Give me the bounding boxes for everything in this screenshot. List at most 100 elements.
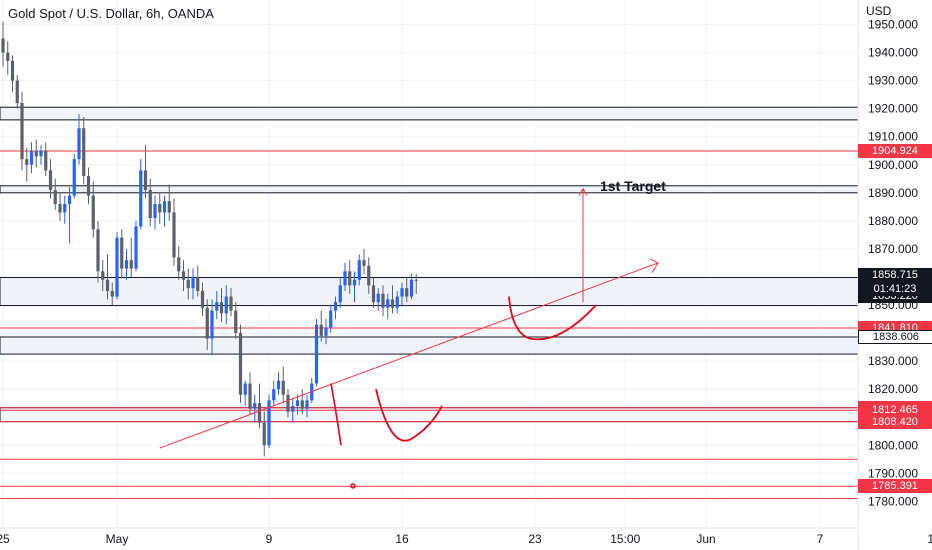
candle-body bbox=[120, 237, 124, 269]
candle-body bbox=[210, 310, 214, 339]
candle-body bbox=[395, 296, 399, 308]
candle-body bbox=[67, 195, 72, 205]
x-tick-label: 13 bbox=[927, 532, 932, 546]
y-tick-label: 1830.000 bbox=[868, 354, 918, 368]
candle-body bbox=[15, 80, 19, 104]
candle-body bbox=[205, 307, 209, 339]
candle-body bbox=[400, 288, 404, 297]
candle-body bbox=[409, 279, 414, 297]
candle-body bbox=[291, 405, 295, 412]
cup-curve bbox=[508, 296, 597, 341]
candle-body bbox=[158, 204, 162, 213]
candle-body bbox=[77, 128, 81, 160]
candle-body bbox=[172, 212, 176, 258]
y-tick-label: 1800.000 bbox=[868, 438, 918, 452]
candle-body bbox=[181, 271, 186, 280]
y-tick-label: 1950.000 bbox=[868, 18, 918, 32]
candle-body bbox=[357, 260, 361, 280]
candle-body bbox=[267, 400, 271, 446]
candle-body bbox=[224, 296, 228, 314]
candle-body bbox=[238, 333, 243, 395]
candle-body bbox=[248, 383, 252, 409]
y-tick-label: 1890.000 bbox=[868, 186, 918, 200]
price-level-tag: 1785.391 bbox=[858, 479, 932, 494]
candle-body bbox=[314, 324, 319, 384]
trend-line bbox=[159, 262, 659, 449]
candle-body bbox=[300, 400, 304, 409]
y-tick-label: 1940.000 bbox=[868, 46, 918, 60]
candle-body bbox=[219, 302, 224, 314]
candle-body bbox=[115, 237, 119, 297]
x-tick-label: 9 bbox=[266, 532, 273, 546]
candle-body bbox=[10, 60, 15, 81]
candle-body bbox=[414, 279, 418, 281]
candle-body bbox=[286, 394, 290, 412]
price-level-tag: 1812.465 bbox=[858, 403, 932, 418]
price-level-tag: 1904.924 bbox=[858, 143, 932, 158]
candle-body bbox=[44, 150, 48, 171]
target-label: 1st Target bbox=[600, 178, 666, 194]
cup-curve bbox=[375, 388, 443, 442]
candle-body bbox=[272, 389, 276, 401]
target-arrowhead bbox=[578, 187, 588, 196]
x-tick-label: May bbox=[106, 532, 129, 546]
candle-body bbox=[177, 257, 181, 272]
hand-mark bbox=[330, 383, 342, 446]
trend-arrowhead bbox=[649, 258, 659, 274]
candle-body bbox=[29, 150, 34, 165]
candle-body bbox=[348, 271, 352, 286]
candle-body bbox=[72, 159, 76, 196]
sr-zone bbox=[0, 336, 859, 355]
candle-body bbox=[143, 170, 148, 190]
candle-body bbox=[281, 380, 285, 395]
candle-body bbox=[305, 400, 309, 409]
candle-body bbox=[405, 288, 409, 297]
candle-body bbox=[338, 285, 342, 303]
candle-body bbox=[134, 226, 138, 269]
candle-body bbox=[200, 290, 205, 308]
price-level-tag: 1808.420 bbox=[858, 414, 932, 429]
candle-body bbox=[343, 271, 347, 286]
countdown-tag: 01:41:23 bbox=[858, 282, 932, 297]
candle-body bbox=[96, 229, 100, 272]
candle-body bbox=[390, 299, 395, 308]
candle-body bbox=[110, 290, 114, 297]
sr-zone bbox=[0, 106, 859, 121]
x-tick-label: 15:00 bbox=[610, 532, 640, 546]
candle-body bbox=[124, 260, 129, 269]
candle-body bbox=[63, 204, 67, 213]
candle-body bbox=[91, 195, 95, 230]
candle-body bbox=[82, 128, 86, 176]
candle-body bbox=[139, 170, 143, 227]
sr-zone bbox=[0, 185, 859, 194]
candle-body bbox=[25, 159, 29, 165]
candle-body bbox=[191, 276, 195, 289]
candle-body bbox=[20, 103, 24, 160]
candle-body bbox=[333, 302, 338, 311]
candle-body bbox=[381, 293, 385, 308]
candle-body bbox=[367, 265, 371, 286]
candle-body bbox=[276, 380, 281, 390]
y-tick-label: 1930.000 bbox=[868, 74, 918, 88]
currency-label: USD bbox=[866, 4, 892, 18]
symbol-title: Gold Spot / U.S. Dollar, 6h, OANDA bbox=[8, 6, 214, 21]
candle-body bbox=[53, 189, 57, 205]
y-tick-label: 1880.000 bbox=[868, 214, 918, 228]
candle-body bbox=[229, 296, 233, 311]
sr-zone bbox=[0, 407, 859, 423]
candle-body bbox=[39, 150, 43, 157]
price-level-tag: 1838.606 bbox=[858, 329, 932, 344]
candle-body bbox=[386, 299, 390, 308]
y-tick-label: 1780.000 bbox=[868, 494, 918, 508]
candle-body bbox=[324, 327, 328, 336]
candle-body bbox=[167, 201, 171, 213]
y-tick-label: 1790.000 bbox=[868, 466, 918, 480]
y-tick-label: 1900.000 bbox=[868, 158, 918, 172]
hand-mark bbox=[350, 483, 356, 489]
candle-body bbox=[234, 310, 238, 334]
y-tick-label: 1920.000 bbox=[868, 102, 918, 116]
candle-body bbox=[48, 170, 53, 190]
candle-body bbox=[162, 201, 167, 213]
